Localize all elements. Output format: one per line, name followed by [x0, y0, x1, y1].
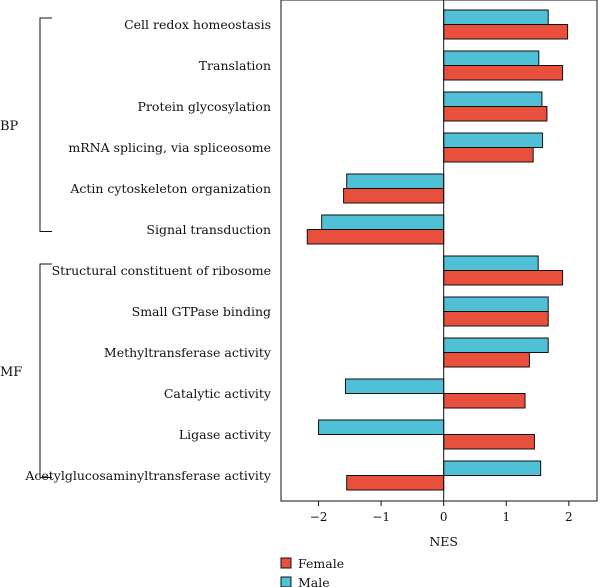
bar-male [443, 91, 543, 107]
category-label: Acetylglucosaminyltransferase activity [24, 468, 272, 483]
x-tick-label: 1 [502, 510, 510, 524]
category-labels: Cell redox homeostasis Translation Protein… [24, 17, 272, 483]
category-label: Cell redox homeostasis [124, 17, 271, 32]
bar-female [443, 270, 564, 286]
group-bracket [39, 263, 52, 478]
bar-female [443, 65, 564, 81]
group-brackets: BP MF [0, 17, 52, 478]
bar-male [443, 255, 539, 271]
legend-swatch-male [280, 576, 292, 587]
bar-female [306, 229, 445, 245]
category-label: Catalytic activity [164, 386, 272, 401]
bar-male [443, 337, 549, 353]
category-label: mRNA splicing, via spliceosome [68, 140, 271, 155]
bar-male [443, 296, 549, 312]
x-tick-label: −1 [372, 510, 390, 524]
x-axis-title: NES [429, 534, 458, 549]
bar-male [346, 173, 445, 189]
group-label: BP [0, 119, 19, 134]
category-label: Signal transduction [146, 222, 271, 237]
x-tick-label: 2 [565, 510, 573, 524]
x-axis-ticks: −2 −1 0 1 2 [310, 501, 573, 524]
group-label: MF [0, 365, 22, 380]
bar-female [443, 393, 526, 409]
category-label: Protein glycosylation [138, 99, 271, 114]
bar-female [443, 106, 548, 122]
category-label: Actin cytoskeleton organization [69, 181, 271, 196]
bars [306, 9, 569, 491]
bar-male [344, 378, 445, 394]
bar-male [443, 9, 549, 25]
plot-area-frame [280, 0, 598, 502]
legend-label-male: Male [298, 575, 330, 587]
bar-male [321, 214, 445, 230]
category-label: Structural constituent of ribosome [52, 263, 271, 278]
legend: Female Male [280, 556, 344, 587]
bar-female [443, 434, 535, 450]
bar-female [346, 475, 445, 491]
bar-male [443, 460, 542, 476]
group-bracket [39, 17, 52, 232]
legend-swatch-female [280, 557, 292, 569]
bar-female [443, 24, 569, 40]
legend-label-female: Female [298, 556, 344, 571]
x-tick-label: 0 [440, 510, 448, 524]
bar-male [318, 419, 445, 435]
category-label: Ligase activity [179, 427, 272, 442]
category-label: Translation [199, 58, 271, 73]
bar-female [343, 188, 445, 204]
category-label: Small GTPase binding [132, 304, 271, 319]
x-tick-label: −2 [310, 510, 328, 524]
category-label: Methyltransferase activity [104, 345, 272, 360]
bar-female [443, 147, 534, 163]
bar-female [443, 352, 530, 368]
bar-male [443, 132, 544, 148]
bar-male [443, 50, 540, 66]
bar-female [443, 311, 549, 327]
